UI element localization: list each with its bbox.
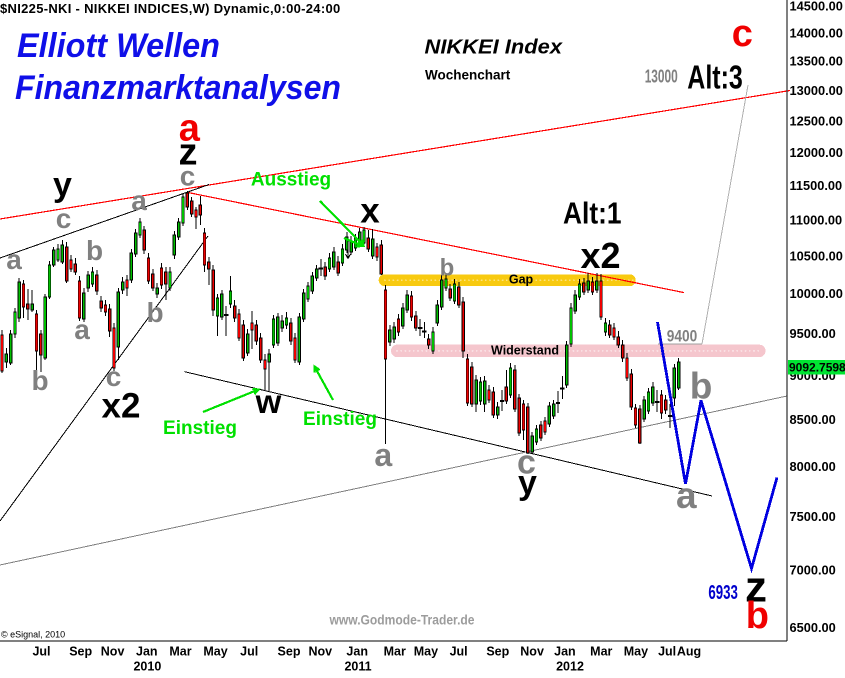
svg-text:May: May: [414, 645, 438, 659]
svg-text:Jan: Jan: [554, 645, 576, 659]
svg-text:Einstieg: Einstieg: [303, 409, 377, 430]
svg-text:Nov: Nov: [308, 645, 332, 659]
svg-text:Einstieg: Einstieg: [163, 418, 237, 439]
svg-text:13000: 13000: [645, 66, 678, 87]
svg-text:13000.00: 13000.00: [790, 83, 843, 98]
svg-text:9400: 9400: [667, 327, 698, 346]
svg-text:NIKKEI Index: NIKKEI Index: [425, 36, 564, 59]
svg-text:Aug: Aug: [677, 645, 701, 659]
svg-text:Finanzmarktanalysen: Finanzmarktanalysen: [15, 69, 341, 107]
svg-text:9500.00: 9500.00: [790, 326, 836, 341]
svg-text:11500.00: 11500.00: [790, 178, 843, 193]
svg-text:10500.00: 10500.00: [790, 248, 843, 263]
svg-text:Jul: Jul: [450, 645, 468, 659]
svg-text:8000.00: 8000.00: [790, 459, 836, 474]
svg-text:b: b: [31, 365, 48, 396]
svg-text:2010: 2010: [133, 660, 161, 674]
svg-text:b: b: [690, 366, 713, 407]
svg-text:Ausstieg: Ausstieg: [251, 170, 331, 191]
svg-text:c: c: [106, 361, 122, 392]
svg-text:Gap: Gap: [509, 273, 534, 287]
svg-text:May: May: [624, 645, 648, 659]
svg-text:8500.00: 8500.00: [790, 412, 836, 427]
svg-text:b: b: [746, 595, 769, 637]
svg-text:Nov: Nov: [520, 645, 544, 659]
svg-text:Jan: Jan: [136, 645, 158, 659]
svg-text:$NI225-NKI - NIKKEI INDICES,W): $NI225-NKI - NIKKEI INDICES,W) Dynamic,0…: [0, 1, 341, 16]
svg-text:a: a: [74, 314, 90, 345]
svg-text:14500.00: 14500.00: [790, 0, 843, 13]
svg-text:a: a: [179, 107, 201, 149]
svg-text:Mar: Mar: [169, 645, 191, 659]
svg-text:11000.00: 11000.00: [790, 212, 843, 227]
svg-text:Nov: Nov: [101, 645, 125, 659]
svg-text:b: b: [440, 255, 455, 282]
svg-text:6933: 6933: [708, 582, 738, 604]
svg-text:12000.00: 12000.00: [790, 145, 843, 160]
svg-text:x2: x2: [580, 235, 620, 276]
svg-text:9092.7598: 9092.7598: [789, 361, 845, 375]
svg-text:Wochenchart: Wochenchart: [425, 68, 511, 83]
svg-text:b: b: [146, 297, 163, 328]
svg-text:10000.00: 10000.00: [790, 286, 843, 301]
svg-text:2012: 2012: [556, 660, 584, 674]
svg-text:7500.00: 7500.00: [790, 509, 836, 524]
svg-text:12500.00: 12500.00: [790, 113, 843, 128]
svg-text:a: a: [6, 244, 22, 275]
svg-text:c: c: [732, 13, 753, 55]
svg-text:Widerstand: Widerstand: [491, 344, 559, 358]
svg-text:y: y: [518, 464, 537, 502]
svg-text:Mar: Mar: [590, 645, 612, 659]
svg-text:x: x: [360, 192, 380, 231]
svg-text:Jul: Jul: [658, 645, 676, 659]
svg-text:c: c: [56, 203, 72, 234]
svg-text:Alt:1: Alt:1: [563, 196, 622, 231]
svg-text:z: z: [745, 562, 767, 611]
svg-text:6500.00: 6500.00: [790, 620, 836, 635]
svg-text:13500.00: 13500.00: [790, 54, 843, 69]
svg-text:a: a: [676, 475, 697, 516]
svg-text:Jan: Jan: [346, 645, 368, 659]
svg-text:Sep: Sep: [278, 645, 301, 659]
svg-text:Sep: Sep: [486, 645, 509, 659]
svg-text:c: c: [180, 161, 196, 192]
svg-text:y: y: [53, 166, 72, 204]
svg-text:Jul: Jul: [32, 645, 50, 659]
svg-text:2011: 2011: [344, 660, 371, 674]
svg-text:Jul: Jul: [240, 645, 258, 659]
svg-text:w: w: [255, 383, 282, 420]
svg-text:x2: x2: [102, 387, 141, 426]
svg-text:c: c: [517, 444, 536, 482]
svg-text:z: z: [179, 132, 198, 174]
svg-text:Elliott Wellen: Elliott Wellen: [17, 27, 220, 65]
svg-text:Mar: Mar: [384, 645, 406, 659]
svg-text:May: May: [203, 645, 227, 659]
svg-text:www.Godmode-Trader.de: www.Godmode-Trader.de: [329, 613, 475, 628]
svg-text:a: a: [374, 437, 392, 473]
svg-text:7000.00: 7000.00: [790, 563, 836, 578]
svg-text:14000.00: 14000.00: [790, 26, 843, 41]
svg-text:Sep: Sep: [69, 645, 92, 659]
svg-text:Alt:3: Alt:3: [687, 59, 743, 96]
svg-text:© eSignal, 2010: © eSignal, 2010: [1, 630, 65, 640]
svg-text:a: a: [131, 185, 147, 216]
svg-text:b: b: [86, 235, 103, 266]
